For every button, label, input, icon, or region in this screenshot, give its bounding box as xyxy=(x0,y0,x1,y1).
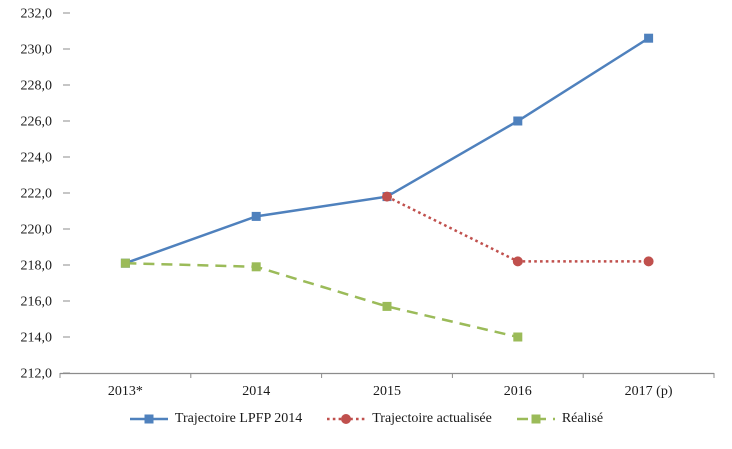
y-tick-label: 214,0 xyxy=(21,331,53,346)
legend-label: Trajectoire LPFP 2014 xyxy=(174,411,303,426)
x-tick-label: 2016 xyxy=(504,384,532,399)
y-tick-label: 220,0 xyxy=(21,223,53,238)
legend-item-2: Réalisé xyxy=(516,411,603,427)
legend-solid-line-icon xyxy=(129,414,168,424)
y-tick-label: 222,0 xyxy=(21,187,53,202)
y-axis: 212,0 214,0 216,0 218,0 220,0 222,0 224,0 226,0… xyxy=(21,7,70,382)
y-tick-label: 230,0 xyxy=(21,43,53,58)
legend-dotted-line-icon xyxy=(327,414,366,424)
data-point-marker xyxy=(644,33,654,43)
data-point-marker xyxy=(643,256,654,267)
y-tick-label: 228,0 xyxy=(21,79,53,94)
data-point-marker xyxy=(513,116,523,126)
y-tick-label: 218,0 xyxy=(21,259,53,274)
series-line-0 xyxy=(124,37,650,265)
x-tick-label: 2013* xyxy=(108,384,143,399)
y-tick-label: 226,0 xyxy=(21,115,53,130)
y-tick-label: 216,0 xyxy=(21,295,53,310)
series-markers xyxy=(120,33,654,342)
chart-legend: Trajectoire LPFP 2014 Trajectoire actuali… xyxy=(0,411,732,427)
y-tick-label: 232,0 xyxy=(21,7,53,22)
data-point-marker xyxy=(251,211,261,221)
legend-marker-icon xyxy=(144,414,154,424)
legend-item-0: Trajectoire LPFP 2014 xyxy=(129,411,302,427)
series-line-2 xyxy=(125,261,519,339)
legend-item-1: Trajectoire actualisée xyxy=(326,411,492,427)
series-lines xyxy=(124,37,650,339)
x-axis: 2013* 2014 2015 2016 2017 (p) xyxy=(59,372,715,399)
data-point-marker xyxy=(251,262,261,272)
data-point-marker xyxy=(513,332,523,342)
data-point-marker xyxy=(512,256,523,267)
x-tick-label: 2017 (p) xyxy=(625,384,673,399)
y-tick-label: 224,0 xyxy=(21,151,53,166)
x-tick-label: 2014 xyxy=(242,384,270,399)
x-tick-label: 2015 xyxy=(373,384,401,399)
legend-marker-icon xyxy=(341,414,352,424)
legend-dashed-line-icon xyxy=(516,414,555,424)
legend-label: Trajectoire actualisée xyxy=(372,411,492,426)
series-line-1 xyxy=(386,195,649,263)
data-point-marker xyxy=(382,301,392,311)
data-point-marker xyxy=(120,258,130,268)
legend-marker-icon xyxy=(531,414,541,424)
legend-label: Réalisé xyxy=(561,411,604,426)
data-point-marker xyxy=(382,191,392,202)
y-tick-label: 212,0 xyxy=(21,367,53,382)
